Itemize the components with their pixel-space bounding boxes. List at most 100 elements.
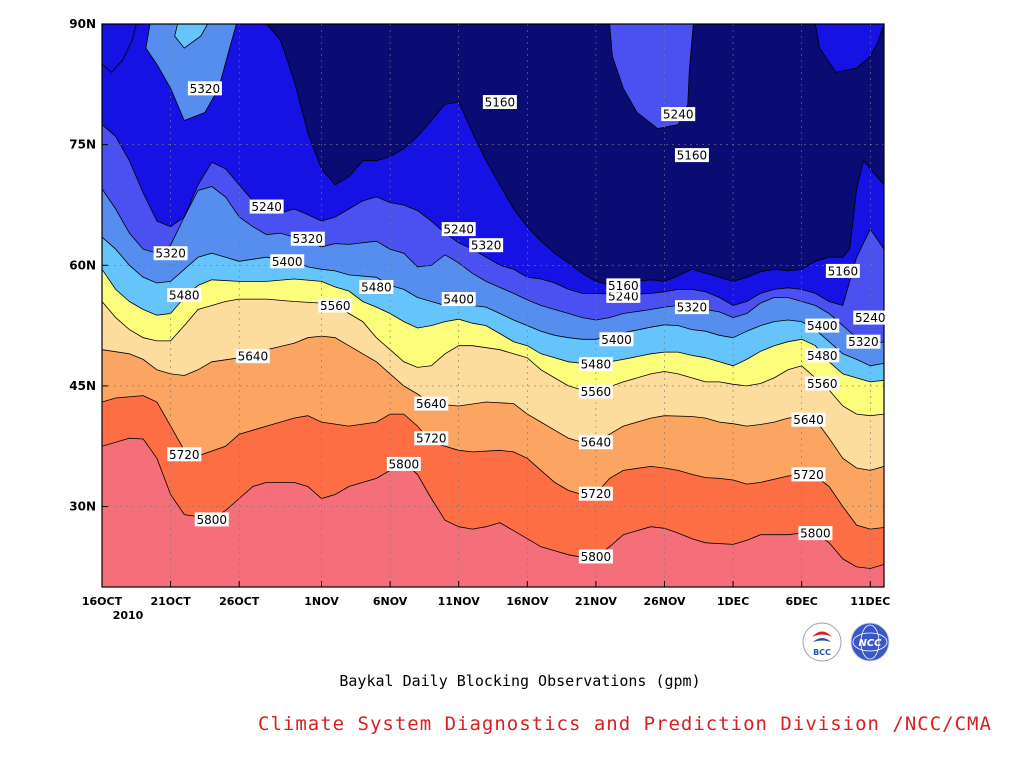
contour-label-bg (187, 81, 222, 96)
contour-line-5480 (102, 269, 884, 383)
x-tick-label: 1NOV (304, 595, 339, 608)
contour-label-bg (846, 334, 881, 349)
x-tick-label: 1DEC (717, 595, 749, 608)
chart-caption: Baykal Daily Blocking Observations (gpm) (339, 672, 701, 690)
contour-label-bg (578, 486, 613, 501)
x-tick-label: 26OCT (219, 595, 260, 608)
contour-label-text: 5640 (793, 413, 824, 427)
logo-group: BCC NCC (800, 622, 900, 664)
contour-label-text: 5480 (169, 289, 200, 303)
contour-label-bg (167, 447, 202, 462)
contour-line-5320 (102, 186, 884, 347)
contour-label-text: 5560 (581, 385, 612, 399)
contour-label-text: 5320 (677, 301, 708, 315)
contour-label-bg (606, 278, 641, 293)
y-tick-label: 30N (69, 500, 96, 514)
contour-label-bg (386, 456, 421, 471)
x-tick-label: 21NOV (575, 595, 618, 608)
contour-label-text: 5640 (416, 397, 447, 411)
x-tick-label: 6NOV (373, 595, 408, 608)
closed-contour-5400 (174, 24, 209, 49)
contour-label-bg (441, 222, 476, 237)
contour-labels: 5800 5800 5800 5800 5720 5720 5720 5720 5640 5640… (153, 81, 888, 564)
contour-label-text: 5320 (190, 82, 221, 96)
y-tick-label: 45N (69, 379, 96, 393)
contour-label: 5640 (578, 435, 613, 450)
contour-label-text: 5320 (848, 335, 879, 349)
contour-label: 5800 (194, 512, 229, 527)
contour-label-text: 5240 (855, 311, 886, 325)
contour-label-bg (167, 288, 202, 303)
contour-label-bg (578, 357, 613, 372)
contour-label: 5480 (578, 357, 613, 372)
x-tick-label: 16NOV (506, 595, 549, 608)
closed-contour-5400 (102, 24, 137, 73)
contour-label-bg (578, 549, 613, 564)
contour-label-bg (805, 348, 840, 363)
contour-label-text: 5160 (485, 96, 516, 110)
contour-label: 5240 (441, 222, 476, 237)
contour-label-text: 5560 (320, 299, 351, 313)
contour-label: 5800 (578, 549, 613, 564)
contour-label-text: 5320 (293, 232, 324, 246)
contour-label-text: 5720 (416, 432, 447, 446)
contour-label-bg (482, 95, 517, 110)
contour-label-text: 5640 (238, 350, 269, 364)
ncc-logo: NCC (850, 622, 890, 662)
contour-label-text: 5480 (807, 349, 838, 363)
contour-label-text: 5240 (663, 108, 694, 122)
closed-contour-5320 (145, 24, 237, 122)
x-year-label: 2010 (113, 609, 144, 622)
contour-label-bg (791, 412, 826, 427)
contour-label-text: 5160 (677, 149, 708, 163)
contour-label: 5240 (249, 199, 284, 214)
credit-line: Climate System Diagnostics and Predictio… (258, 713, 992, 735)
band-above-5160 (266, 24, 884, 286)
contour-label-text: 5800 (581, 550, 612, 564)
contour-label: 5800 (386, 456, 421, 471)
contour-label-text: 5240 (608, 289, 639, 303)
contour-label-text: 5400 (807, 319, 838, 333)
plot-frame (101, 23, 885, 588)
contour-label: 5720 (578, 486, 613, 501)
contour-label-text: 5800 (800, 527, 831, 541)
contour-label-bg (599, 332, 634, 347)
x-tick-label: 16OCT (82, 595, 123, 608)
x-tick-label: 6DEC (785, 595, 817, 608)
contour-label: 5800 (798, 526, 833, 541)
contour-label-bg (469, 238, 504, 253)
contour-label-text: 5400 (601, 333, 632, 347)
closed-contour-5240 (609, 24, 694, 130)
contour-label: 5640 (791, 412, 826, 427)
contour-label: 5160 (674, 148, 709, 163)
contour-label: 5720 (167, 447, 202, 462)
contour-label-text: 5720 (169, 448, 200, 462)
contour-label-text: 5320 (155, 247, 186, 261)
contour-label-text: 5240 (251, 200, 282, 214)
contour-label: 5320 (153, 246, 188, 261)
contour-label-text: 5160 (608, 279, 639, 293)
contour-label-bg (661, 107, 696, 122)
x-tick-label: 21OCT (150, 595, 191, 608)
contour-label-text: 5320 (471, 239, 502, 253)
contour-label-text: 5800 (196, 513, 227, 527)
contour-label: 5320 (674, 300, 709, 315)
contour-label: 5240 (853, 310, 888, 325)
bcc-logo-text: BCC (813, 648, 831, 657)
contour-line-5160 (266, 24, 884, 286)
contour-label: 5320 (187, 81, 222, 96)
closed-contour-regions (102, 24, 884, 130)
contour-label-bg (318, 298, 353, 313)
contour-label-bg (235, 349, 270, 364)
contour-label-text: 5480 (361, 281, 392, 295)
contour-label-bg (290, 231, 325, 246)
contour-label: 5240 (661, 107, 696, 122)
contour-label: 5160 (482, 95, 517, 110)
closed-contour-5240 (814, 24, 884, 73)
contour-label-text: 5160 (828, 264, 859, 278)
contour-label-bg (249, 199, 284, 214)
contour-label: 5480 (167, 288, 202, 303)
contour-line-5400 (102, 236, 884, 367)
contour-label: 5320 (469, 238, 504, 253)
contour-label: 5400 (805, 318, 840, 333)
